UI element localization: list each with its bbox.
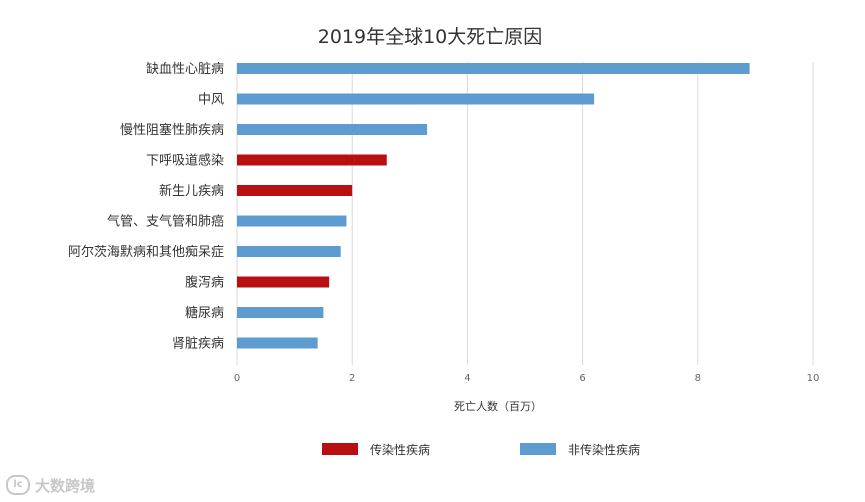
legend-label-1: 非传染性疾病 [568, 442, 640, 457]
bar-4 [237, 185, 353, 196]
watermark: lc 大数跨境 [6, 474, 95, 496]
category-label-5: 气管、支气管和肺癌 [107, 214, 224, 230]
bar-8 [237, 307, 324, 318]
watermark-logo-icon: lc [6, 475, 30, 495]
category-label-2: 慢性阻塞性肺疾病 [120, 122, 224, 138]
legend-swatch-1 [520, 443, 556, 455]
x-tick-label-0: 0 [234, 373, 240, 384]
category-label-3: 下呼吸道感染 [146, 153, 224, 169]
category-label-6: 阿尔茨海默病和其他痴呆症 [68, 244, 224, 260]
chart-title: 2019年全球10大死亡原因 [318, 26, 543, 48]
bar-3 [237, 154, 387, 166]
category-label-0: 缺血性心脏病 [146, 62, 224, 77]
gridlines [236, 62, 814, 365]
bars [237, 63, 750, 349]
x-tick-label-3: 6 [579, 373, 585, 384]
bar-2 [237, 124, 428, 135]
x-tick-label-5: 10 [807, 373, 820, 384]
legend-swatch-0 [322, 443, 358, 455]
x-tick-label-4: 8 [695, 373, 701, 384]
bar-7 [237, 276, 330, 288]
bar-6 [237, 246, 341, 257]
category-labels: 缺血性心脏病中风慢性阻塞性肺疾病下呼吸道感染新生儿疾病气管、支气管和肺癌阿尔茨海… [68, 62, 224, 352]
x-tick-labels: 0 2 4 6 8 10 [234, 373, 820, 384]
x-tick-label-1: 2 [349, 373, 355, 384]
legend: 传染性疾病 非传染性疾病 [322, 442, 640, 457]
x-tick-label-2: 4 [464, 373, 470, 384]
bar-1 [237, 93, 595, 105]
category-label-9: 肾脏疾病 [172, 337, 224, 352]
bar-5 [237, 215, 347, 227]
x-axis-label: 死亡人数（百万） [454, 399, 542, 413]
category-label-8: 糖尿病 [185, 305, 224, 321]
watermark-text: 大数跨境 [35, 476, 96, 495]
legend-label-0: 传染性疾病 [370, 442, 430, 457]
category-label-4: 新生儿疾病 [159, 183, 224, 199]
bar-9 [237, 337, 318, 349]
bar-0 [237, 63, 750, 74]
category-label-7: 腹泻病 [185, 275, 224, 291]
category-label-1: 中风 [198, 93, 224, 108]
